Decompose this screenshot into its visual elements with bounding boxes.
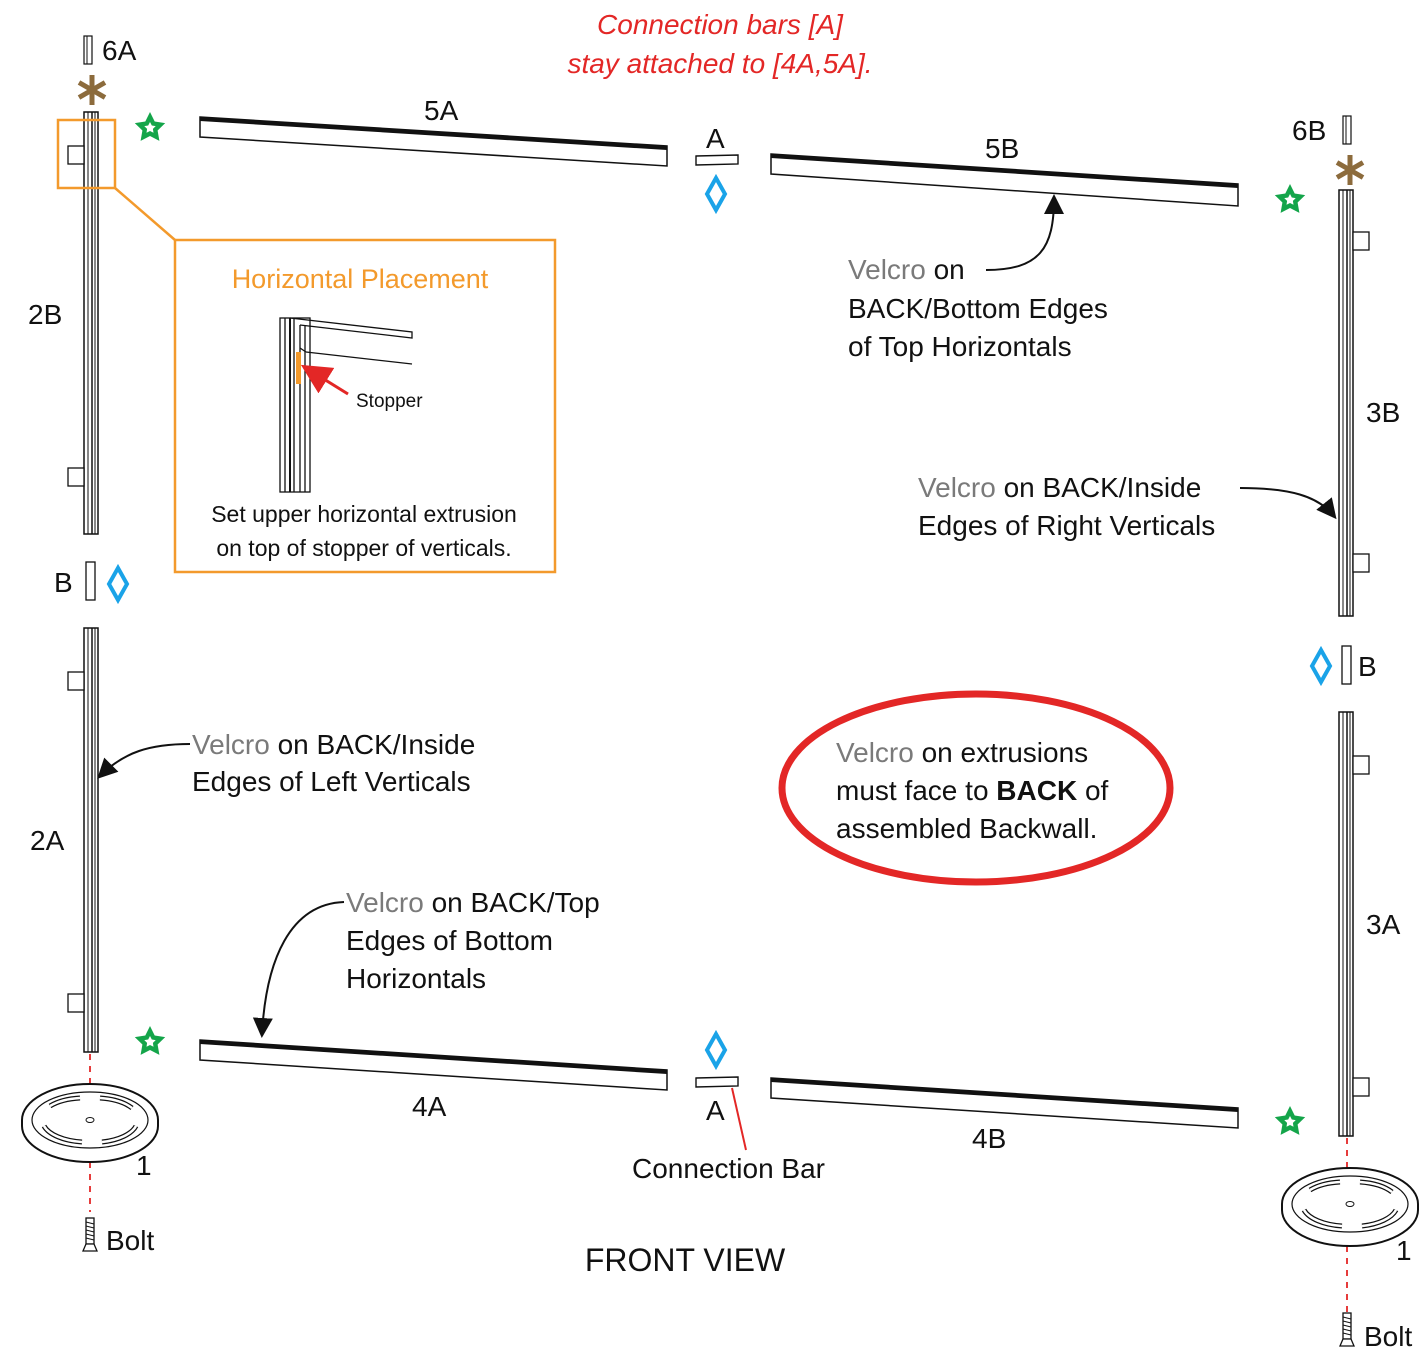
diamond-icon — [705, 1032, 727, 1068]
inset-title: Horizontal Placement — [232, 264, 489, 294]
star-icon — [134, 112, 166, 141]
note-right-line2: Edges of Right Verticals — [918, 510, 1215, 541]
star-icon — [134, 1026, 166, 1055]
view-title: FRONT VIEW — [585, 1242, 786, 1278]
part-A-top: A — [706, 123, 725, 154]
part-4B: 4B — [972, 1123, 1006, 1154]
extrusion-2A — [67, 627, 99, 1053]
oval-line3: assembled Backwall. — [836, 813, 1097, 844]
extrusion-5A — [199, 116, 668, 167]
oval-line1: Velcro on extrusions — [836, 737, 1088, 768]
note-bottom-line1: Velcro on BACK/Top — [346, 887, 600, 918]
asterisk-icon — [79, 75, 105, 105]
stopper-label: Stopper — [356, 391, 423, 412]
part-3B: 3B — [1366, 397, 1400, 428]
note-bottom-line2: Edges of Bottom — [346, 925, 553, 956]
bolt-icon — [82, 1217, 98, 1252]
end-cap-icon — [83, 35, 93, 65]
part-5B: 5B — [985, 133, 1019, 164]
note-right-line1: Velcro on BACK/Inside — [918, 472, 1201, 503]
bolt-icon — [1339, 1312, 1355, 1347]
asterisk-icon — [1337, 155, 1363, 185]
end-cap-icon — [1342, 115, 1352, 145]
diamond-icon — [705, 176, 727, 212]
part-B-right: B — [1358, 651, 1377, 682]
part-B-left: B — [54, 567, 73, 598]
bolt-right-label: Bolt — [1364, 1321, 1412, 1352]
connector-B-right — [1341, 645, 1352, 685]
horizontal-placement-inset: Horizontal Placement Stopper Set upper h… — [173, 238, 557, 574]
part-6A: 6A — [102, 35, 137, 66]
extrusion-3A — [1338, 711, 1370, 1137]
extrusion-4B — [770, 1077, 1239, 1129]
star-icon — [1274, 184, 1306, 213]
inset-caption-line1: Set upper horizontal extrusion — [211, 501, 517, 527]
extrusion-4A — [199, 1039, 668, 1091]
diamond-icon — [107, 566, 129, 602]
note-bottom-line3: Horizontals — [346, 963, 486, 994]
extrusion-5B — [770, 153, 1239, 207]
diamond-icon — [1310, 648, 1332, 684]
connection-note-line1: Connection bars [A] — [597, 9, 844, 40]
connection-note-line2: stay attached to [4A,5A]. — [567, 48, 872, 79]
note-top-line1: Velcro on — [848, 254, 965, 285]
part-6B: 6B — [1292, 115, 1326, 146]
note-left-line2: Edges of Left Verticals — [192, 766, 471, 797]
part-1-left: 1 — [136, 1150, 152, 1181]
oval-line2: must face to BACK of — [836, 775, 1109, 806]
velcro-orientation-note: Velcro on extrusions must face to BACK o… — [778, 690, 1174, 886]
note-top-line3: of Top Horizontals — [848, 331, 1072, 362]
extrusion-2B — [67, 111, 99, 535]
extrusion-3B — [1338, 189, 1370, 617]
part-2B: 2B — [28, 299, 62, 330]
connection-bar-label: Connection Bar — [632, 1153, 825, 1184]
inset-caption-line2: on top of stopper of verticals. — [216, 535, 511, 561]
part-3A: 3A — [1366, 909, 1401, 940]
part-5A: 5A — [424, 95, 459, 126]
connection-bar-bottom — [695, 1076, 739, 1088]
connector-B-left — [85, 561, 96, 601]
note-left-line1: Velcro on BACK/Inside — [192, 729, 475, 760]
part-2A: 2A — [30, 825, 65, 856]
part-A-bottom: A — [706, 1095, 725, 1126]
connection-bar-top — [695, 154, 739, 166]
star-icon — [1274, 1106, 1306, 1135]
part-1-right: 1 — [1396, 1235, 1412, 1266]
part-4A: 4A — [412, 1091, 447, 1122]
bolt-left-label: Bolt — [106, 1225, 154, 1256]
detail-highlight — [56, 118, 117, 190]
note-top-line2: BACK/Bottom Edges — [848, 293, 1108, 324]
